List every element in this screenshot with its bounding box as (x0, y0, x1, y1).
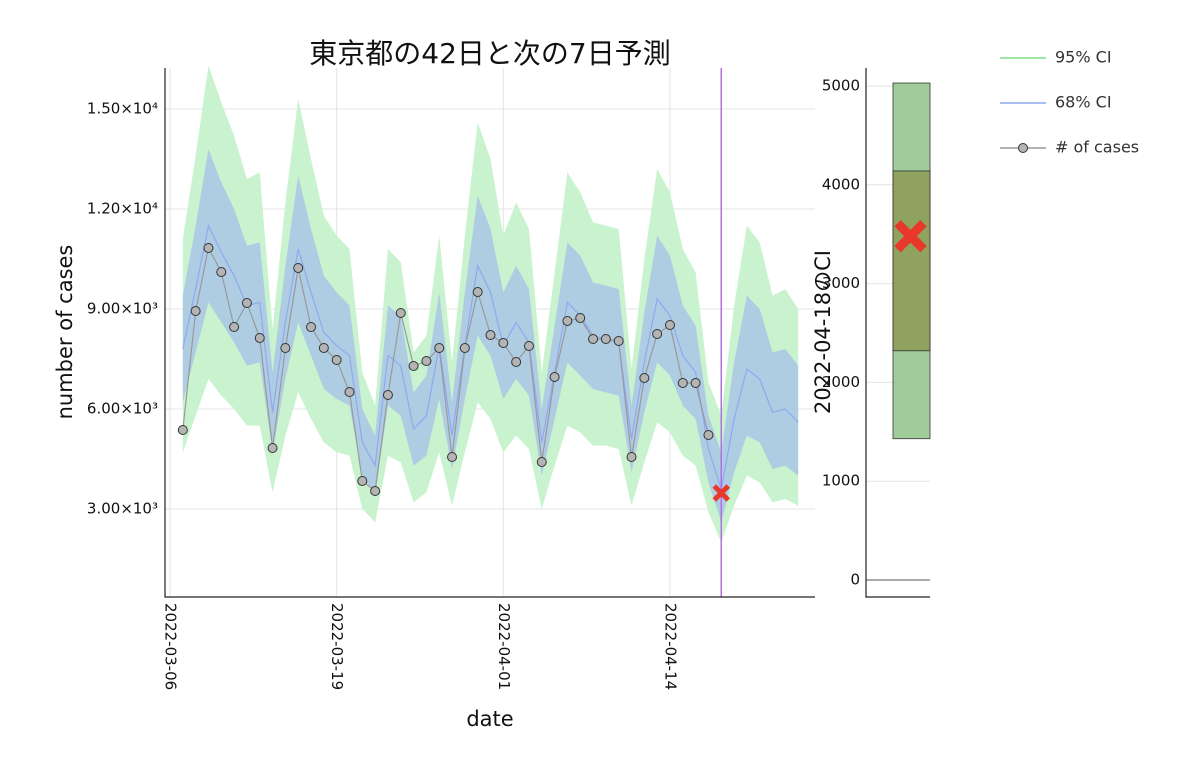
case-point (306, 322, 317, 332)
case-point (177, 425, 188, 435)
case-point (613, 336, 624, 346)
observed-marker (712, 484, 731, 502)
case-point (267, 443, 278, 453)
y-tick-label: 6.00×10³ (87, 400, 158, 418)
case-point (639, 373, 650, 383)
y-tick-label: 0 (850, 571, 860, 589)
case-point (408, 361, 419, 371)
y-axis-label: 2022-04-18のCI (811, 250, 835, 414)
case-point (280, 343, 291, 353)
cases-line (182, 246, 710, 493)
case-point (549, 372, 560, 382)
case-point (331, 355, 342, 365)
y-tick-label: 2000 (822, 373, 860, 391)
case-point (370, 486, 381, 496)
x-tick-label: 2022-04-01 (495, 603, 513, 690)
y-tick-label: 3000 (822, 274, 860, 292)
legend-label: # of cases (1055, 138, 1139, 157)
axis-spine (865, 68, 930, 598)
y-tick-label: 1.50×10⁴ (87, 100, 158, 118)
case-point (652, 329, 663, 339)
y-axis-label: number of cases (53, 245, 77, 420)
case-point (190, 306, 201, 316)
y-tick-label: 1000 (822, 472, 860, 490)
case-point (562, 316, 573, 326)
x-axis-label: date (466, 707, 513, 731)
case-point (344, 387, 355, 397)
y-tick-label: 4000 (822, 175, 860, 193)
case-point (703, 430, 714, 440)
y-tick-label: 3.00×10³ (87, 500, 158, 518)
case-point (626, 452, 637, 462)
case-point (511, 357, 522, 367)
case-point (382, 390, 393, 400)
case-point (216, 267, 227, 277)
case-point (536, 457, 547, 467)
case-point (318, 343, 329, 353)
y-tick-label: 1.20×10⁴ (87, 200, 158, 218)
ci-range (892, 170, 931, 352)
case-point (472, 287, 483, 297)
case-point (254, 333, 265, 343)
legend-label: 68% CI (1055, 93, 1112, 112)
x-tick-label: 2022-03-06 (162, 603, 180, 690)
case-point (690, 378, 701, 388)
case-point (241, 298, 252, 308)
case-point (434, 343, 445, 353)
x-tick-label: 2022-03-19 (328, 603, 346, 690)
case-point (485, 330, 496, 340)
chart-title: 東京都の42日と次の7日予測 (309, 37, 670, 70)
case-point (498, 338, 509, 348)
estimate-marker (894, 219, 927, 253)
case-point (588, 334, 599, 344)
axis-spine (164, 68, 815, 598)
case-point (523, 341, 534, 351)
case-point (459, 343, 470, 353)
mean-line (182, 223, 799, 490)
case-point (229, 322, 240, 332)
y-tick-label: 9.00×10³ (87, 300, 158, 318)
case-point (575, 313, 586, 323)
case-point (600, 334, 611, 344)
case-point (677, 378, 688, 388)
case-point (357, 476, 368, 486)
case-point (664, 320, 675, 330)
x-tick-label: 2022-04-14 (661, 603, 679, 690)
case-point (203, 243, 214, 253)
case-point (293, 263, 304, 273)
legend-label: 95% CI (1055, 48, 1112, 67)
legend-marker (1018, 143, 1028, 153)
case-point (421, 356, 432, 366)
case-point (447, 452, 458, 462)
case-point (395, 308, 406, 318)
y-tick-label: 5000 (822, 76, 860, 94)
